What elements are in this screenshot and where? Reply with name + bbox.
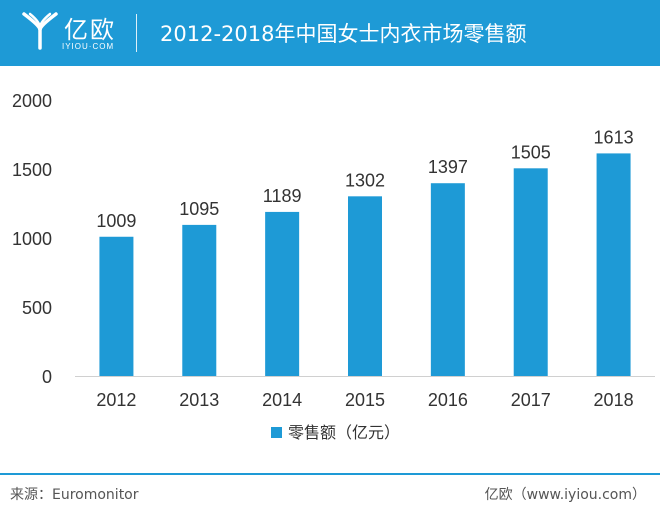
bar [99, 236, 134, 376]
bar [265, 211, 300, 376]
y-tick-label: 2000 [12, 91, 52, 111]
y-tick-label: 1000 [12, 229, 52, 249]
data-label: 1189 [263, 186, 302, 206]
site-credit: 亿欧（www.iyiou.com） [484, 487, 646, 503]
data-label: 1505 [511, 142, 551, 162]
bar [348, 196, 382, 376]
logo-icon [22, 12, 58, 50]
x-tick-label: 2014 [262, 390, 302, 410]
chart-title: 2012-2018年中国女士内衣市场零售额 [160, 22, 527, 46]
x-tick-label: 2018 [594, 390, 634, 410]
x-tick-label: 2012 [96, 390, 136, 410]
bar [513, 168, 548, 376]
data-label: 1095 [179, 199, 219, 219]
data-label: 1613 [594, 127, 634, 147]
y-tick-label: 1500 [12, 160, 52, 180]
data-label: 1302 [345, 170, 385, 190]
footer-divider [0, 473, 660, 475]
source-note: 来源：Euromonitor [10, 487, 139, 503]
bar [430, 183, 465, 376]
y-tick-label: 500 [22, 298, 52, 318]
x-tick-label: 2017 [511, 390, 551, 410]
header-divider [136, 14, 137, 52]
bar [182, 224, 217, 376]
legend-swatch [271, 427, 282, 438]
logo-text: 亿欧 [64, 16, 116, 44]
x-tick-label: 2013 [179, 390, 219, 410]
data-label: 1009 [96, 211, 136, 231]
header-bar: 亿欧 IYIOU·COM 2012-2018年中国女士内衣市场零售额 [0, 0, 660, 66]
x-tick-label: 2016 [428, 390, 468, 410]
logo-subtext: IYIOU·COM [62, 42, 115, 51]
legend-label: 零售额（亿元） [288, 423, 400, 442]
bar-chart: 0 500 1000 1500 2000 1009 2012 1095 2013 1189 2014… [12, 91, 655, 442]
x-tick-label: 2015 [345, 390, 385, 410]
data-label: 1397 [428, 157, 468, 177]
bar [596, 153, 631, 376]
y-tick-label: 0 [42, 367, 52, 387]
